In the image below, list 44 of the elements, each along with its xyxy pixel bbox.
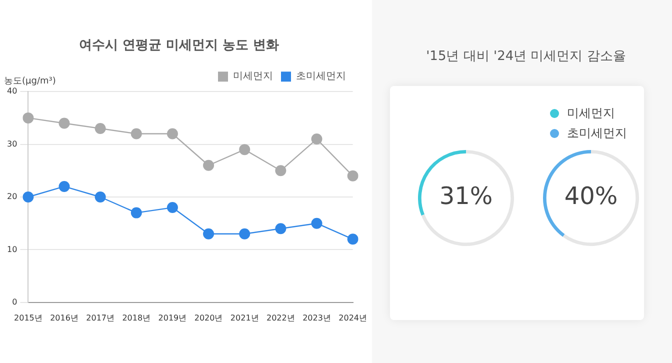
point bbox=[347, 170, 358, 182]
point bbox=[94, 122, 106, 134]
point bbox=[311, 134, 322, 145]
chart-title: 여수시 연평균 미세먼지 농도 변화 bbox=[78, 38, 280, 54]
x-tick-label: 2024년 bbox=[338, 313, 367, 322]
point bbox=[22, 192, 34, 202]
x-tick-label: 2018년 bbox=[122, 313, 151, 322]
point bbox=[58, 180, 70, 192]
x-tick-label: 2017년 bbox=[86, 313, 114, 322]
point bbox=[239, 144, 250, 156]
point bbox=[311, 218, 322, 229]
point bbox=[130, 207, 142, 218]
x-tick-label: 2021년 bbox=[230, 313, 259, 322]
point bbox=[275, 223, 286, 234]
y-tick-label: 10 bbox=[6, 244, 18, 254]
point bbox=[58, 118, 70, 129]
point bbox=[22, 112, 34, 124]
legend-label: 미세먼지 bbox=[233, 71, 273, 82]
chart-title: '15년 대비 '24년 미세먼지 감소율 bbox=[425, 48, 627, 65]
point bbox=[166, 202, 178, 214]
point bbox=[275, 165, 286, 176]
y-axis-title: 농도(μg/m³) bbox=[4, 76, 56, 86]
legend-label: 초미세먼지 bbox=[296, 71, 346, 82]
x-tick-label: 2015년 bbox=[14, 313, 42, 322]
point bbox=[347, 234, 358, 245]
y-tick-label: 30 bbox=[6, 139, 18, 148]
point bbox=[203, 228, 214, 240]
x-tick-label: 2016년 bbox=[50, 313, 78, 322]
point bbox=[94, 192, 106, 202]
point bbox=[166, 128, 178, 140]
legend-label: 미세먼지 bbox=[567, 105, 615, 122]
x-tick-label: 2022년 bbox=[266, 313, 295, 322]
y-tick-label: 20 bbox=[6, 192, 18, 202]
point bbox=[239, 228, 250, 240]
point bbox=[203, 160, 214, 171]
y-tick-label: 0 bbox=[12, 297, 18, 306]
legend-label: 초미세먼지 bbox=[567, 125, 627, 142]
data-label: 31% bbox=[439, 182, 493, 210]
x-tick-label: 2023년 bbox=[302, 313, 331, 322]
x-tick-label: 2020년 bbox=[194, 313, 223, 322]
x-tick-label: 2019년 bbox=[158, 313, 187, 322]
point bbox=[130, 128, 142, 140]
y-tick-label: 40 bbox=[6, 86, 18, 96]
data-label: 40% bbox=[564, 182, 618, 210]
